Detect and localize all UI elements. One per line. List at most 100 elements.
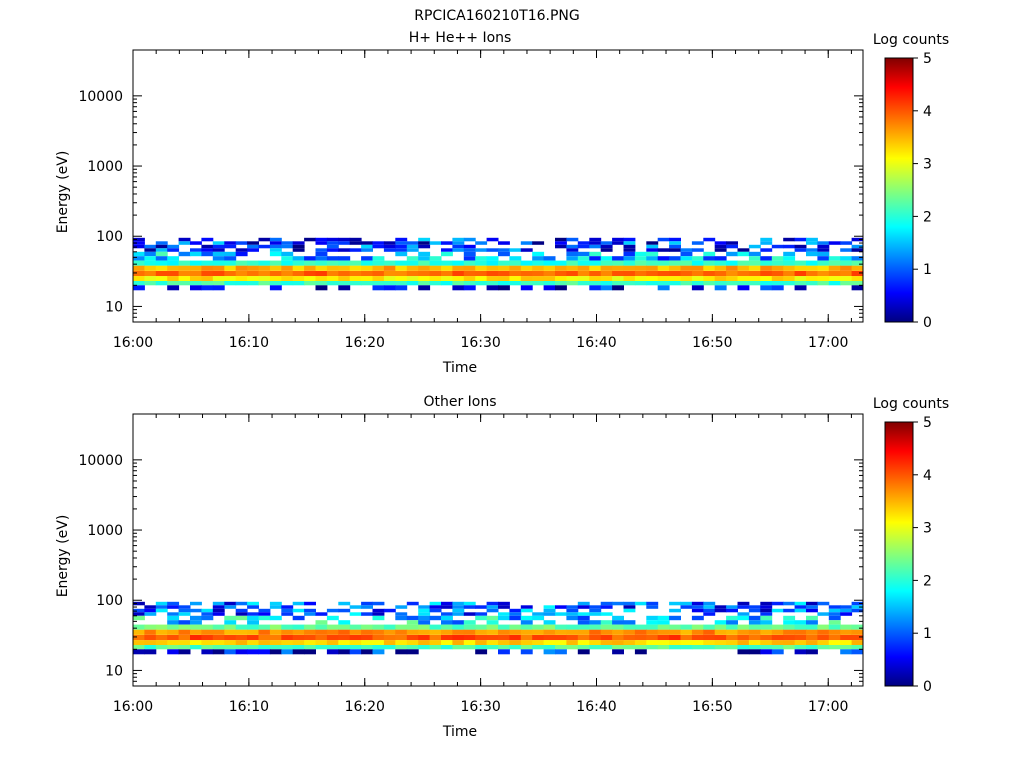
heatmap-cell — [634, 281, 647, 286]
heatmap-cell — [680, 624, 693, 630]
heatmap-cell — [760, 248, 773, 252]
heatmap-cell — [178, 605, 191, 609]
heatmap-cell — [269, 601, 282, 606]
heatmap-cell — [509, 645, 522, 650]
heatmap-cell — [806, 281, 818, 286]
heatmap-cell — [395, 248, 408, 252]
heatmap-cell — [383, 281, 396, 286]
heatmap-cell — [691, 260, 704, 266]
heatmap-cell — [703, 612, 716, 616]
heatmap-cell — [475, 281, 488, 286]
heatmap-cell — [418, 615, 431, 621]
heatmap-cell — [498, 271, 510, 277]
heatmap-cell — [623, 251, 636, 257]
heatmap-cell — [726, 620, 738, 625]
heatmap-cell — [509, 608, 522, 613]
heatmap-cell — [486, 256, 499, 261]
heatmap-cell — [247, 629, 259, 635]
heatmap-cell — [498, 612, 510, 616]
heatmap-cell — [520, 615, 533, 621]
heatmap-cell — [817, 601, 830, 606]
heatmap-cell — [623, 605, 636, 609]
heatmap-cell — [486, 640, 499, 645]
heatmap-cell — [224, 281, 237, 286]
heatmap-cell — [361, 244, 373, 249]
heatmap-cell — [315, 624, 328, 630]
x-tick-label: 16:50 — [692, 335, 732, 351]
heatmap-cell — [703, 635, 716, 641]
heatmap-cell — [726, 281, 738, 286]
heatmap-cell — [281, 260, 294, 266]
plot-frame — [132, 49, 864, 323]
heatmap-cell — [167, 640, 180, 645]
heatmap-cell — [133, 285, 145, 291]
heatmap-cell — [361, 645, 373, 650]
heatmap-cell — [669, 244, 681, 249]
heatmap-cell — [281, 244, 294, 249]
heatmap-cell — [155, 256, 168, 261]
heatmap-cell — [463, 276, 476, 281]
heatmap-cell — [486, 620, 499, 625]
heatmap-cell — [623, 608, 636, 613]
heatmap-cell — [235, 635, 248, 641]
heatmap-cell — [486, 271, 499, 277]
heatmap-cell — [509, 276, 522, 281]
heatmap-cell — [235, 251, 248, 257]
heatmap-cell — [269, 640, 282, 645]
heatmap-cell — [235, 248, 248, 252]
heatmap-cell — [452, 620, 465, 625]
heatmap-cell — [269, 629, 282, 635]
heatmap-cell — [167, 635, 180, 641]
heatmap-cell — [429, 265, 442, 271]
heatmap-cell — [806, 629, 818, 635]
heatmap-cell — [349, 605, 362, 609]
panel-title: H+ He++ Ions — [409, 30, 512, 46]
heatmap-cell — [726, 244, 738, 249]
heatmap-cell — [669, 601, 681, 606]
heatmap-cell — [395, 629, 408, 635]
heatmap-cell — [361, 649, 373, 655]
heatmap-cell — [269, 260, 282, 266]
heatmap-cell — [167, 615, 180, 621]
heatmap-cell — [155, 601, 168, 606]
heatmap-cell — [269, 615, 282, 621]
heatmap-cell — [612, 635, 624, 641]
heatmap-cell — [851, 601, 864, 606]
heatmap-cell — [247, 640, 259, 645]
heatmap-cell — [155, 248, 168, 252]
heatmap-cell — [555, 640, 567, 645]
heatmap-cell — [155, 605, 168, 609]
heatmap-cell — [714, 285, 727, 291]
heatmap-cell — [133, 244, 145, 249]
heatmap-cell — [304, 640, 316, 645]
heatmap-cell — [235, 260, 248, 266]
heatmap-cell — [828, 608, 841, 613]
heatmap-cell — [395, 244, 408, 249]
heatmap-cell — [235, 640, 248, 645]
heatmap-cell — [840, 612, 853, 616]
heatmap-cell — [167, 612, 180, 616]
heatmap-cell — [783, 620, 796, 625]
heatmap-cell — [794, 635, 807, 641]
heatmap-cell — [555, 605, 567, 609]
heatmap-cell — [612, 645, 624, 650]
heatmap-cell — [235, 615, 248, 621]
heatmap-cell — [794, 244, 807, 249]
heatmap-cell — [201, 624, 214, 630]
heatmap-cell — [441, 612, 453, 616]
heatmap-cell — [600, 645, 613, 650]
heatmap-cell — [418, 605, 431, 609]
heatmap-cell — [418, 271, 431, 277]
heatmap-cell — [383, 260, 396, 266]
heatmap-cell — [577, 612, 590, 616]
heatmap-cell — [612, 601, 624, 606]
heatmap-cell — [680, 635, 693, 641]
heatmap-cell — [691, 645, 704, 650]
heatmap-cell — [600, 281, 613, 286]
heatmap-cell — [840, 260, 853, 266]
heatmap-cell — [463, 244, 476, 249]
heatmap-cell — [178, 251, 191, 257]
heatmap-cell — [577, 605, 590, 609]
heatmap-cell — [475, 241, 488, 245]
heatmap-cell — [623, 271, 636, 277]
